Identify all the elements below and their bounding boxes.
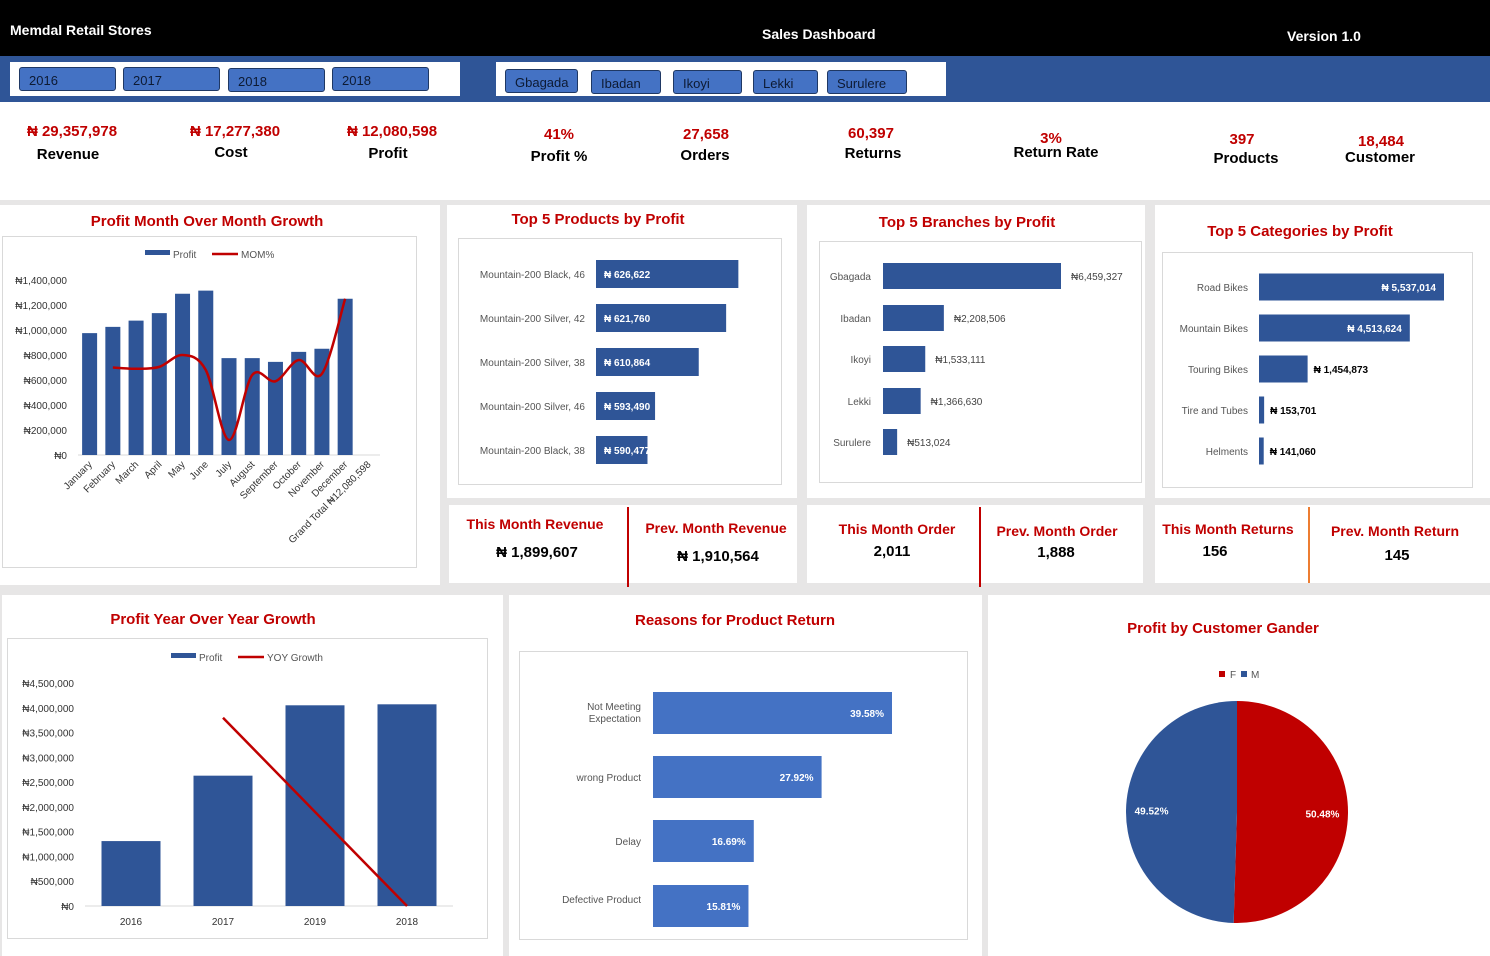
- reasons-chart-area: [519, 651, 968, 940]
- branches-chart-title: Top 5 Branches by Profit: [878, 214, 1056, 231]
- mom-chart-area: [2, 236, 417, 568]
- year-slicer: 2016 2017 2018 2018: [10, 62, 460, 96]
- kpi-products-value: 397: [1229, 131, 1255, 148]
- prev-month-return-title: Prev. Month Return: [1330, 523, 1460, 539]
- app-title: Memdal Retail Stores: [10, 22, 152, 38]
- prev-month-order-value: 1,888: [1037, 544, 1075, 561]
- slicer-year-2017[interactable]: 2017: [123, 67, 220, 91]
- kpi-profit-label: Profit: [368, 145, 408, 162]
- mom-chart-panel: Profit Month Over Month Growth: [0, 205, 440, 585]
- mom-chart-title: Profit Month Over Month Growth: [90, 213, 324, 230]
- kpi-profit-pct-label: Profit %: [530, 148, 588, 165]
- order-compare-card: [807, 505, 1143, 583]
- slicer-year-2018[interactable]: 2018: [228, 68, 325, 92]
- kpi-revenue-value: ₦ 29,357,978: [26, 123, 118, 140]
- this-month-returns-value: 156: [1202, 543, 1228, 560]
- dashboard-title: Sales Dashboard: [762, 26, 876, 42]
- categories-chart-panel: Top 5 Categories by Profit: [1155, 205, 1490, 498]
- this-month-returns-title: This Month Returns: [1162, 521, 1294, 537]
- prev-month-return-value: 145: [1384, 547, 1410, 564]
- slicer-branch-surulere[interactable]: Surulere: [827, 70, 907, 94]
- kpi-row: ₦ 29,357,978 Revenue ₦ 17,277,380 Cost ₦…: [0, 102, 1490, 200]
- slicer-branch-ibadan[interactable]: Ibadan: [591, 70, 661, 94]
- branches-chart-panel: Top 5 Branches by Profit: [807, 205, 1145, 498]
- kpi-revenue-label: Revenue: [36, 146, 100, 163]
- kpi-cost-value: ₦ 17,277,380: [189, 123, 281, 140]
- categories-chart-title: Top 5 Categories by Profit: [1207, 223, 1393, 240]
- kpi-orders-label: Orders: [680, 147, 730, 164]
- divider: [1308, 507, 1310, 583]
- slicer-year-2016[interactable]: 2016: [19, 67, 116, 91]
- prev-month-revenue-value: ₦ 1,910,564: [677, 548, 759, 565]
- returns-compare-card: [1155, 505, 1490, 583]
- slicer-year-2018-b[interactable]: 2018: [332, 67, 429, 91]
- this-month-revenue-title: This Month Revenue: [466, 516, 604, 532]
- yoy-chart-title: Profit Year Over Year Growth: [110, 611, 316, 628]
- kpi-products-label: Products: [1213, 150, 1279, 167]
- slicer-branch-lekki[interactable]: Lekki: [753, 70, 818, 94]
- header-bar: Memdal Retail Stores Sales Dashboard Ver…: [0, 0, 1490, 56]
- kpi-returns-label: Returns: [844, 145, 902, 162]
- version-label: Version 1.0: [1287, 28, 1361, 44]
- slicer-branch-ikoyi[interactable]: Ikoyi: [673, 70, 742, 94]
- prev-month-order-title: Prev. Month Order: [996, 523, 1118, 539]
- prev-month-revenue-title: Prev. Month Revenue: [645, 520, 787, 536]
- kpi-returns-value: 60,397: [848, 125, 894, 142]
- branches-chart-area: [819, 241, 1142, 483]
- kpi-customer-label: Customer: [1344, 149, 1416, 166]
- branch-slicer: Gbagada Ibadan Ikoyi Lekki Surulere: [496, 62, 946, 96]
- this-month-order-title: This Month Order: [838, 521, 956, 537]
- divider: [627, 507, 629, 587]
- gender-chart-panel: Profit by Customer Gander: [988, 595, 1490, 956]
- reasons-chart-panel: Reasons for Product Return: [509, 595, 982, 956]
- reasons-chart-title: Reasons for Product Return: [634, 612, 836, 629]
- categories-chart-area: [1162, 252, 1473, 488]
- revenue-compare-card: [449, 505, 797, 583]
- kpi-return-rate-label: Return Rate: [1013, 144, 1099, 161]
- kpi-profit-value: ₦ 12,080,598: [346, 123, 438, 140]
- kpi-orders-value: 27,658: [683, 126, 729, 143]
- products-chart-title: Top 5 Products by Profit: [511, 211, 685, 228]
- kpi-customer-value: 18,484: [1358, 133, 1404, 150]
- this-month-order-value: 2,011: [873, 543, 911, 560]
- kpi-return-rate-value: 3%: [1040, 130, 1062, 147]
- this-month-revenue-value: ₦ 1,899,607: [496, 544, 578, 561]
- slicer-branch-gbagada[interactable]: Gbagada: [505, 69, 578, 93]
- products-chart-area: [458, 238, 782, 485]
- yoy-chart-area: [7, 638, 488, 939]
- yoy-chart-panel: Profit Year Over Year Growth: [2, 595, 503, 956]
- kpi-profit-pct-value: 41%: [543, 126, 575, 143]
- gender-chart-title: Profit by Customer Gander: [1127, 620, 1319, 637]
- divider: [979, 507, 981, 587]
- products-chart-panel: Top 5 Products by Profit: [447, 205, 797, 498]
- kpi-cost-label: Cost: [214, 144, 248, 161]
